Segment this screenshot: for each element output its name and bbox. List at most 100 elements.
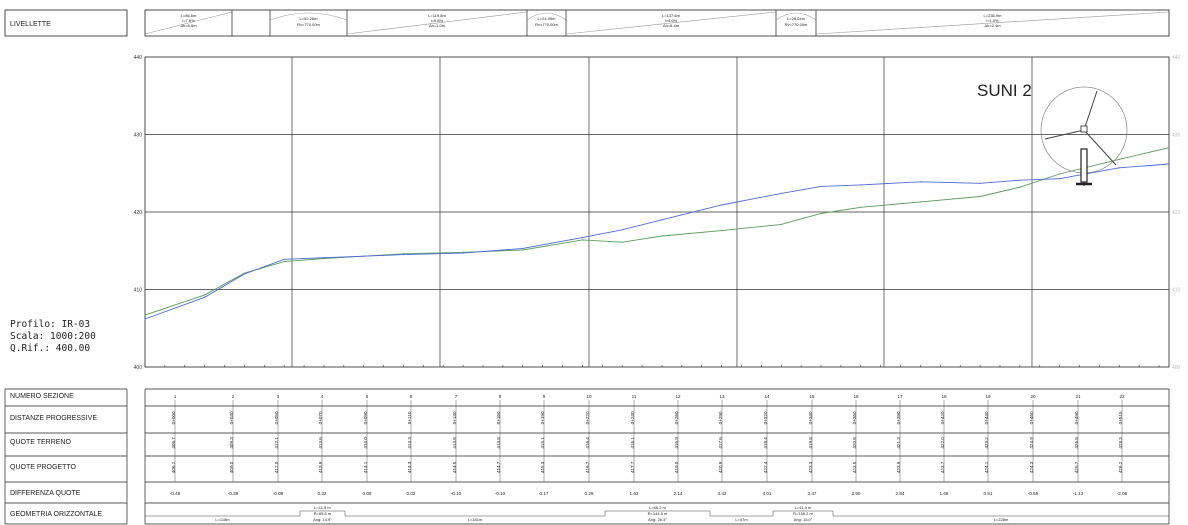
project-elevation: 414.3 bbox=[407, 461, 412, 473]
progressive-distance: 0+220 bbox=[585, 411, 590, 424]
ground-elevation: 414.0 bbox=[363, 437, 368, 449]
ground-profile-line bbox=[144, 147, 1170, 316]
ground-elevation: 414.3 bbox=[407, 437, 412, 449]
livelletta-vertical-curve bbox=[775, 12, 817, 21]
elevation-difference: 0.51 bbox=[984, 491, 993, 496]
section-number: 17 bbox=[897, 394, 903, 399]
elevation-difference: 0.17 bbox=[540, 491, 549, 496]
ground-elevation: 419.8 bbox=[808, 437, 813, 449]
ground-point bbox=[1019, 186, 1021, 188]
y-tick-label-right: 400 bbox=[1172, 365, 1181, 371]
section-number: 18 bbox=[941, 394, 947, 399]
section-number: 8 bbox=[499, 394, 502, 399]
project-profile-line bbox=[144, 163, 1170, 320]
ground-point bbox=[144, 314, 146, 316]
project-elevation: 425.7 bbox=[1074, 461, 1079, 473]
y-tick-label-right: 440 bbox=[1172, 55, 1181, 61]
profile-scale: Scala: 1000:200 bbox=[10, 331, 96, 342]
project-elevation: 426.2 bbox=[1118, 461, 1123, 473]
section-number: 5 bbox=[366, 394, 369, 399]
progressive-distance: 0+515 bbox=[1118, 411, 1123, 424]
livelletta-slope: i=4.6% bbox=[665, 18, 678, 23]
project-point bbox=[522, 247, 524, 249]
section-number: 7 bbox=[455, 394, 458, 399]
project-point bbox=[581, 237, 584, 239]
profile-reference-elevation: Q.Rif.: 400.00 bbox=[10, 343, 90, 354]
livelletta-curve-radius: Rv=770.00m bbox=[785, 22, 808, 27]
curve-radius: R=65.5 m bbox=[314, 511, 332, 516]
ground-elevation: 424.9 bbox=[1029, 437, 1034, 449]
y-tick-label: 400 bbox=[134, 365, 143, 371]
section-number: 21 bbox=[1075, 394, 1081, 399]
elevation-difference: -1.13 bbox=[1073, 491, 1084, 496]
ground-point bbox=[621, 241, 623, 243]
ground-point bbox=[780, 223, 782, 225]
livelletta-vertical-curve bbox=[526, 12, 567, 21]
alignment-length: L=181m bbox=[468, 517, 483, 522]
livelletta-delta-h: Δh=1.0m bbox=[429, 23, 446, 28]
section-number: 14 bbox=[764, 394, 770, 399]
project-elevation: 423.7 bbox=[940, 461, 945, 473]
table-frame bbox=[4, 388, 1170, 525]
ground-point bbox=[204, 294, 206, 296]
project-elevation: 409.0 bbox=[229, 461, 234, 473]
livelletta-slope: i=1.0% bbox=[986, 18, 999, 23]
livelletta-length: L=86.6m bbox=[181, 13, 197, 18]
project-point bbox=[1059, 178, 1061, 180]
livelletta-delta-h: Δh=6.6m bbox=[180, 23, 197, 28]
curve-length: L=11.5 m bbox=[314, 505, 331, 510]
livelletta-slope: i=0.8% bbox=[431, 18, 444, 23]
project-elevation: 414.5 bbox=[452, 461, 457, 473]
project-point bbox=[1019, 179, 1021, 181]
livelletta-slope: i=7.6% bbox=[182, 18, 195, 23]
x-axis-ticks bbox=[144, 365, 1160, 367]
progressive-distance: 0+490 bbox=[1074, 411, 1079, 424]
project-elevation: 413.9 bbox=[318, 461, 323, 473]
progressive-distance: 0+320 bbox=[763, 411, 768, 424]
ground-point bbox=[820, 212, 822, 215]
section-number: 6 bbox=[410, 394, 413, 399]
livelletta-curve-length: L=52.26m bbox=[300, 16, 319, 21]
ground-elevation: 414.8 bbox=[496, 437, 501, 449]
section-number: 11 bbox=[632, 394, 637, 399]
project-elevation: 419.0 bbox=[674, 461, 679, 473]
section-number: 4 bbox=[321, 394, 324, 399]
elevation-difference: -0.09 bbox=[273, 491, 284, 496]
progressive-distance: 0+130 bbox=[452, 411, 457, 424]
section-number: 20 bbox=[1030, 394, 1036, 399]
alignment-curve bbox=[604, 510, 711, 516]
ground-elevation: 426.8 bbox=[1074, 437, 1079, 449]
project-point bbox=[621, 229, 623, 231]
ground-elevation: 416.9 bbox=[674, 437, 679, 449]
progressive-distance: 0+460 bbox=[1029, 411, 1034, 424]
project-elevation: 424.1 bbox=[984, 461, 989, 473]
alignment-length: L=228m bbox=[994, 517, 1009, 522]
profile-info: Profilo: IR-03 Scala: 1000:200 Q.Rif.: 4… bbox=[10, 319, 96, 354]
progressive-distance: 0+420 bbox=[940, 411, 945, 424]
y-axis-ticks: 400 400 410 410 420 420 430 430 440 440 bbox=[134, 55, 1181, 371]
project-point bbox=[144, 318, 146, 320]
section-table: NUMERO SEZIONE DISTANZE PROGRESSIVE QUOT… bbox=[4, 388, 1170, 525]
livelletta-length: L=236.9m bbox=[984, 13, 1003, 18]
section-number: 19 bbox=[985, 394, 991, 399]
livelletta-vertical-curve bbox=[269, 12, 348, 21]
ground-point bbox=[522, 249, 524, 251]
ground-point bbox=[860, 206, 862, 208]
progressive-distance: 0+030 bbox=[229, 411, 234, 424]
ground-elevation: 406.7 bbox=[171, 437, 176, 449]
progressive-distance: 0+260 bbox=[674, 411, 679, 424]
livelletta-length: L=137.6m bbox=[662, 13, 681, 18]
livelletta-grade-line bbox=[144, 11, 233, 35]
project-elevation: 415.3 bbox=[540, 461, 545, 473]
section-number: 2 bbox=[232, 394, 235, 399]
curve-angle: Ang: 15.0° bbox=[794, 517, 813, 522]
elevation-difference: -2.05 bbox=[1117, 491, 1128, 496]
project-point bbox=[462, 252, 464, 254]
elevation-difference: 1.68 bbox=[940, 491, 949, 496]
section-number: 13 bbox=[719, 394, 725, 399]
section-number: 22 bbox=[1119, 394, 1125, 399]
project-elevation: 414.1 bbox=[363, 461, 368, 473]
wind-turbine-icon bbox=[1040, 86, 1128, 186]
